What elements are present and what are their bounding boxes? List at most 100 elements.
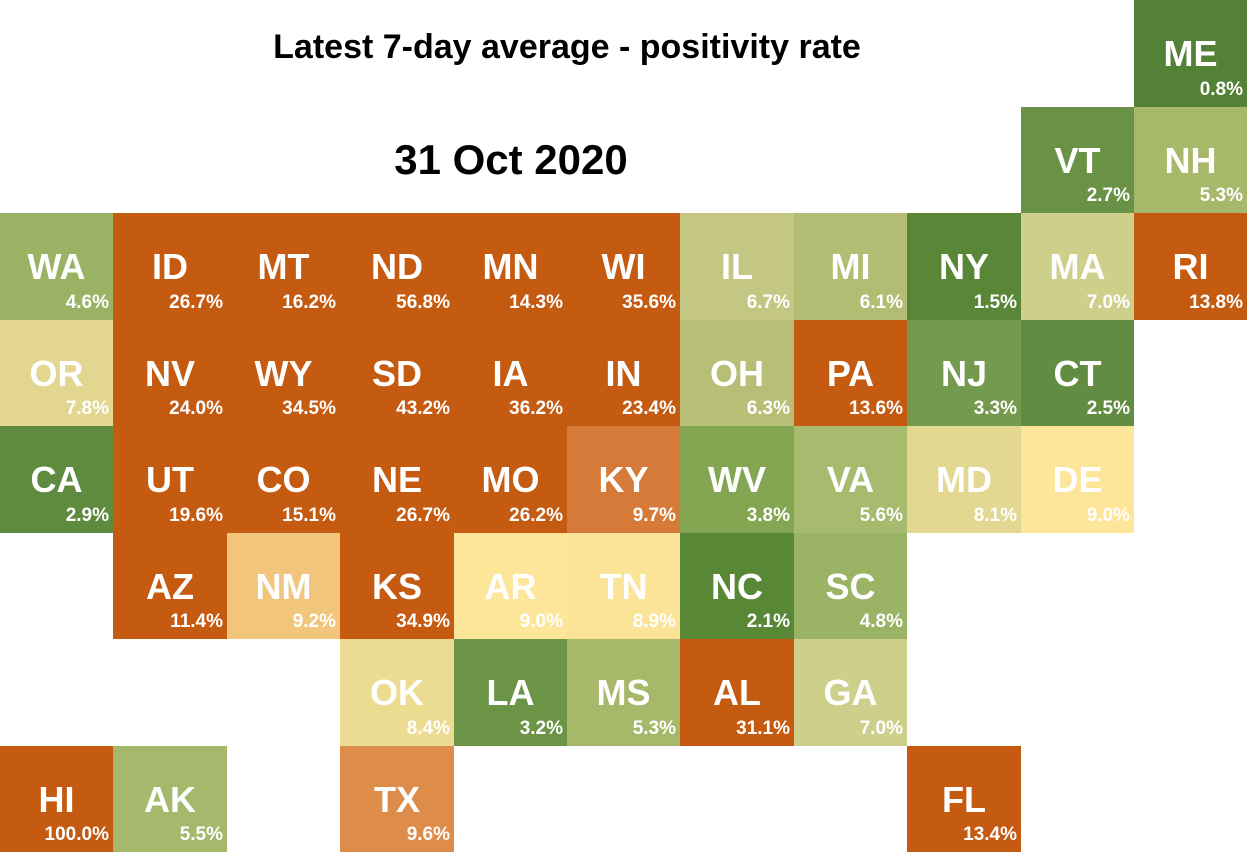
- positivity-rate-label: 3.2%: [519, 718, 563, 739]
- state-tile-nv: NV 24.0%: [113, 320, 227, 426]
- state-abbreviation: HI: [38, 779, 75, 820]
- state-tile-ms: MS 5.3%: [567, 639, 680, 746]
- state-abbreviation: AL: [713, 672, 761, 713]
- positivity-rate-label: 6.3%: [746, 398, 790, 419]
- state-tile-mn: MN 14.3%: [454, 213, 567, 320]
- positivity-rate-label: 15.1%: [282, 505, 336, 526]
- state-abbreviation: OR: [29, 353, 84, 394]
- positivity-rate-label: 6.1%: [859, 292, 903, 313]
- positivity-rate-label: 4.8%: [859, 611, 903, 632]
- state-tile-nj: NJ 3.3%: [907, 320, 1021, 426]
- positivity-rate-label: 16.2%: [282, 292, 336, 313]
- state-tile-wv: WV 3.8%: [680, 426, 794, 533]
- state-tile-ca: CA 2.9%: [0, 426, 113, 533]
- state-tile-oh: OH 6.3%: [680, 320, 794, 426]
- state-abbreviation: MS: [596, 672, 651, 713]
- state-abbreviation: CO: [256, 459, 311, 500]
- state-abbreviation: OK: [370, 672, 424, 713]
- state-abbreviation: NC: [711, 566, 763, 607]
- state-tile-wi: WI 35.6%: [567, 213, 680, 320]
- state-abbreviation: MT: [257, 246, 310, 287]
- state-tile-hi: HI 100.0%: [0, 746, 113, 852]
- positivity-rate-label: 26.7%: [169, 292, 223, 313]
- positivity-rate-label: 100.0%: [44, 824, 109, 845]
- state-tile-ar: AR 9.0%: [454, 533, 567, 639]
- state-abbreviation: GA: [823, 672, 878, 713]
- positivity-rate-label: 35.6%: [622, 292, 676, 313]
- state-abbreviation: IL: [721, 246, 753, 287]
- state-abbreviation: ND: [371, 246, 423, 287]
- state-tile-wa: WA 4.6%: [0, 213, 113, 320]
- positivity-rate-label: 0.8%: [1199, 79, 1243, 100]
- state-tile-ak: AK 5.5%: [113, 746, 227, 852]
- state-tile-de: DE 9.0%: [1021, 426, 1134, 533]
- positivity-rate-label: 36.2%: [509, 398, 563, 419]
- state-abbreviation: MD: [936, 459, 992, 500]
- positivity-rate-label: 9.0%: [1086, 505, 1130, 526]
- state-abbreviation: CA: [30, 459, 83, 500]
- state-abbreviation: DE: [1052, 459, 1103, 500]
- state-abbreviation: VT: [1054, 140, 1101, 181]
- positivity-rate-label: 3.8%: [746, 505, 790, 526]
- state-abbreviation: FL: [942, 779, 986, 820]
- state-abbreviation: WV: [708, 459, 766, 500]
- state-abbreviation: UT: [146, 459, 194, 500]
- state-tile-nd: ND 56.8%: [340, 213, 454, 320]
- positivity-rate-label: 56.8%: [396, 292, 450, 313]
- positivity-rate-label: 26.2%: [509, 505, 563, 526]
- positivity-rate-label: 9.6%: [406, 824, 450, 845]
- state-abbreviation: WI: [601, 246, 646, 287]
- state-abbreviation: ID: [152, 246, 188, 287]
- positivity-rate-label: 7.8%: [65, 398, 109, 419]
- state-tile-tn: TN 8.9%: [567, 533, 680, 639]
- positivity-rate-label: 13.4%: [963, 824, 1017, 845]
- state-abbreviation: AZ: [146, 566, 194, 607]
- state-abbreviation: MA: [1049, 246, 1106, 287]
- state-tile-ri: RI 13.8%: [1134, 213, 1247, 320]
- chart-date: 31 Oct 2020: [394, 136, 628, 183]
- state-abbreviation: WY: [254, 353, 313, 394]
- positivity-rate-label: 3.3%: [973, 398, 1017, 419]
- state-tile-ny: NY 1.5%: [907, 213, 1021, 320]
- state-tile-vt: VT 2.7%: [1021, 107, 1134, 213]
- state-abbreviation: WA: [27, 246, 86, 287]
- positivity-rate-label: 9.7%: [632, 505, 676, 526]
- state-abbreviation: TN: [599, 566, 648, 607]
- state-abbreviation: NH: [1164, 140, 1217, 181]
- state-tile-ia: IA 36.2%: [454, 320, 567, 426]
- state-tile-al: AL 31.1%: [680, 639, 794, 746]
- positivity-rate-label: 5.6%: [859, 505, 903, 526]
- positivity-rate-label: 9.2%: [292, 611, 336, 632]
- state-tile-ne: NE 26.7%: [340, 426, 454, 533]
- state-tile-la: LA 3.2%: [454, 639, 567, 746]
- state-abbreviation: IN: [605, 353, 642, 394]
- positivity-rate-label: 26.7%: [396, 505, 450, 526]
- positivity-rate-label: 9.0%: [519, 611, 563, 632]
- positivity-rate-label: 11.4%: [170, 611, 223, 632]
- positivity-rate-label: 2.7%: [1086, 185, 1130, 206]
- positivity-rate-label: 24.0%: [169, 398, 223, 419]
- state-abbreviation: SD: [371, 353, 422, 394]
- state-abbreviation: MO: [481, 459, 540, 500]
- state-tile-sd: SD 43.2%: [340, 320, 454, 426]
- state-abbreviation: OH: [710, 353, 764, 394]
- positivity-rate-label: 31.1%: [736, 718, 790, 739]
- positivity-rate-label: 13.6%: [849, 398, 903, 419]
- state-tile-sc: SC 4.8%: [794, 533, 907, 639]
- state-abbreviation: RI: [1172, 246, 1209, 287]
- state-abbreviation: ME: [1163, 33, 1218, 74]
- state-tile-mi: MI 6.1%: [794, 213, 907, 320]
- positivity-rate-label: 34.5%: [282, 398, 336, 419]
- state-tile-me: ME 0.8%: [1134, 0, 1247, 107]
- state-tile-tx: TX 9.6%: [340, 746, 454, 852]
- state-abbreviation: KY: [598, 459, 649, 500]
- state-tile-wy: WY 34.5%: [227, 320, 340, 426]
- state-tile-id: ID 26.7%: [113, 213, 227, 320]
- state-tile-in: IN 23.4%: [567, 320, 680, 426]
- positivity-rate-label: 8.4%: [406, 718, 450, 739]
- state-tile-ut: UT 19.6%: [113, 426, 227, 533]
- state-tile-ok: OK 8.4%: [340, 639, 454, 746]
- state-tile-md: MD 8.1%: [907, 426, 1021, 533]
- state-abbreviation: NJ: [940, 353, 988, 394]
- state-tile-ky: KY 9.7%: [567, 426, 680, 533]
